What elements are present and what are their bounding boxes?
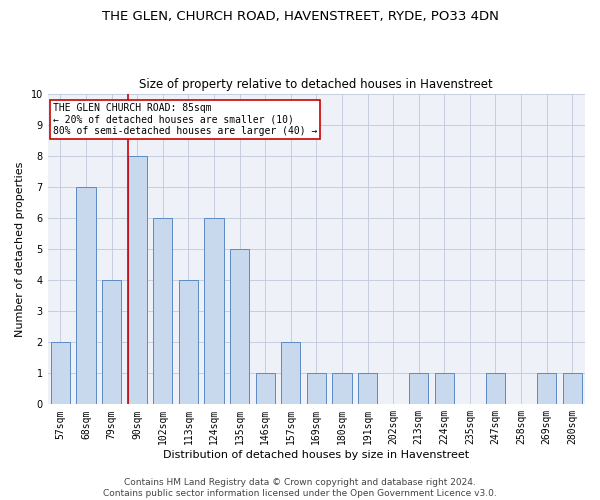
Title: Size of property relative to detached houses in Havenstreet: Size of property relative to detached ho… — [139, 78, 493, 91]
Bar — [563, 374, 582, 404]
Bar — [281, 342, 301, 404]
Bar — [256, 374, 275, 404]
Bar — [128, 156, 147, 404]
Bar — [205, 218, 224, 404]
Bar — [102, 280, 121, 404]
Bar — [486, 374, 505, 404]
Text: THE GLEN, CHURCH ROAD, HAVENSTREET, RYDE, PO33 4DN: THE GLEN, CHURCH ROAD, HAVENSTREET, RYDE… — [101, 10, 499, 23]
Bar — [358, 374, 377, 404]
X-axis label: Distribution of detached houses by size in Havenstreet: Distribution of detached houses by size … — [163, 450, 469, 460]
Bar — [537, 374, 556, 404]
Bar — [332, 374, 352, 404]
Bar — [76, 187, 95, 404]
Bar — [51, 342, 70, 404]
Bar — [153, 218, 172, 404]
Text: Contains HM Land Registry data © Crown copyright and database right 2024.
Contai: Contains HM Land Registry data © Crown c… — [103, 478, 497, 498]
Bar — [179, 280, 198, 404]
Bar — [409, 374, 428, 404]
Bar — [230, 249, 249, 404]
Bar — [307, 374, 326, 404]
Bar — [434, 374, 454, 404]
Y-axis label: Number of detached properties: Number of detached properties — [15, 162, 25, 336]
Text: THE GLEN CHURCH ROAD: 85sqm
← 20% of detached houses are smaller (10)
80% of sem: THE GLEN CHURCH ROAD: 85sqm ← 20% of det… — [53, 103, 317, 136]
